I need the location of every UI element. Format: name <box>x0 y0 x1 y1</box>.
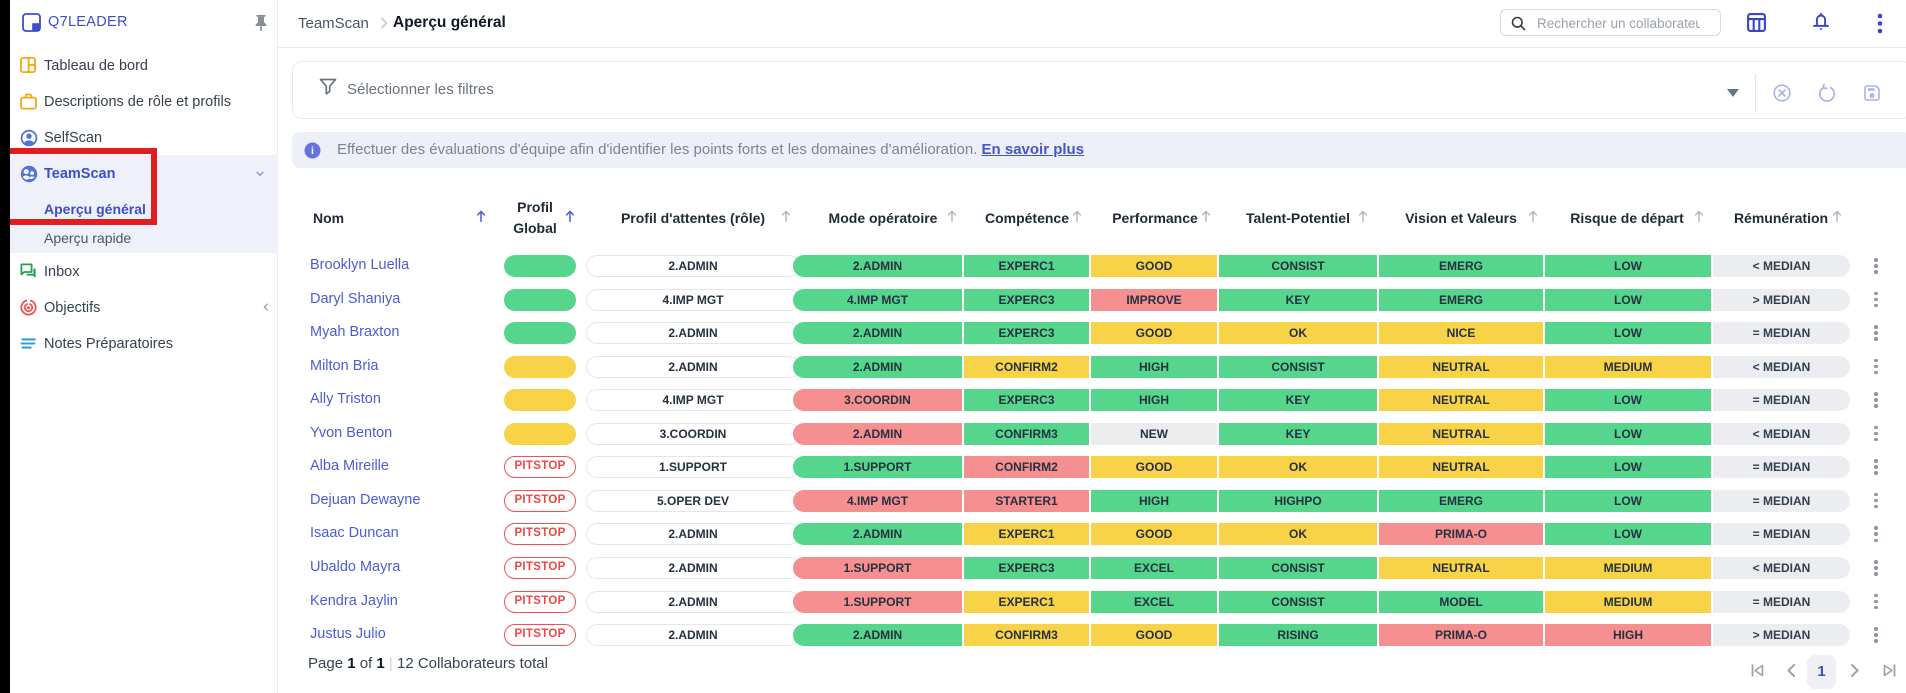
svg-text:i: i <box>311 145 314 157</box>
